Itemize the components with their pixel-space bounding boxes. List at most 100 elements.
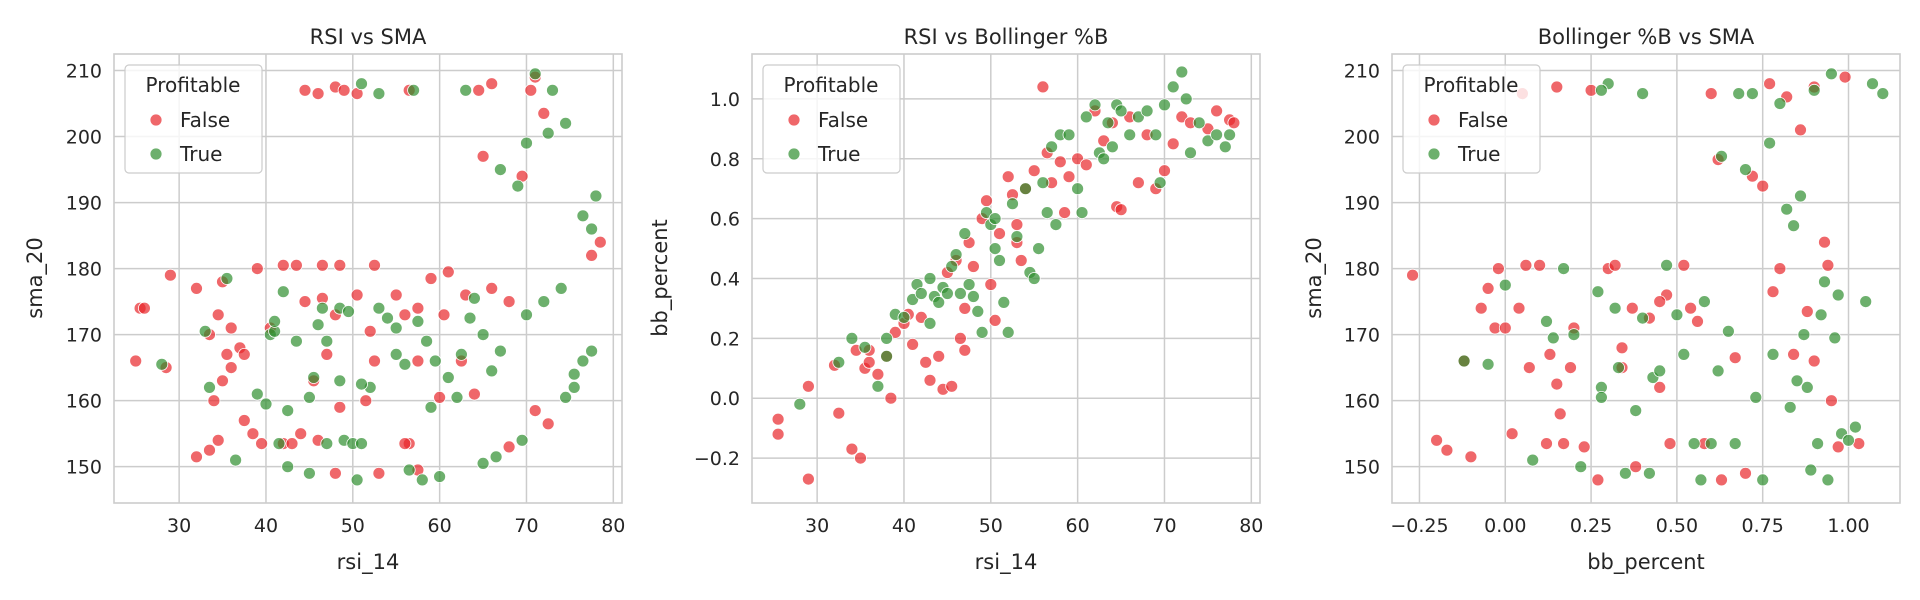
point-true — [1849, 420, 1862, 434]
point-true — [467, 291, 481, 305]
point-true — [1790, 374, 1804, 388]
point-false — [250, 262, 264, 276]
point-false — [1519, 258, 1533, 272]
point-true — [433, 470, 447, 484]
point-false — [854, 451, 867, 465]
point-true — [1027, 272, 1041, 285]
point-false — [958, 343, 972, 357]
point-true — [1811, 437, 1824, 451]
legend-label-false: False — [818, 108, 868, 132]
point-true — [520, 308, 533, 322]
point-true — [1218, 140, 1232, 154]
x-tick-label: 0.50 — [1656, 515, 1698, 537]
point-false — [1550, 377, 1564, 391]
point-false — [1591, 473, 1605, 487]
point-true — [1636, 311, 1649, 325]
point-false — [1629, 460, 1643, 474]
y-axis-title: sma_20 — [23, 237, 48, 319]
point-true — [1704, 437, 1718, 451]
point-true — [1153, 176, 1167, 190]
point-false — [1062, 170, 1076, 184]
point-true — [997, 295, 1011, 309]
x-tick-label: 0.75 — [1742, 515, 1784, 537]
point-true — [389, 347, 403, 361]
y-tick-label: 190 — [66, 193, 102, 215]
point-true — [1040, 206, 1054, 220]
y-tick-label: −0.2 — [694, 448, 740, 470]
point-false — [1838, 70, 1852, 84]
point-false — [980, 194, 993, 208]
point-true — [1876, 87, 1890, 100]
point-true — [567, 380, 581, 394]
point-true — [450, 390, 464, 404]
point-false — [1773, 262, 1787, 276]
point-true — [945, 260, 959, 273]
point-true — [411, 314, 425, 328]
point-false — [328, 466, 342, 480]
x-ticks: −0.25 0.00 0.25 0.50 0.75 1.00 — [1390, 515, 1869, 537]
point-true — [1179, 92, 1193, 106]
x-tick-label: 80 — [1239, 515, 1263, 537]
point-false — [1543, 347, 1557, 361]
point-true — [1106, 140, 1119, 154]
point-true — [372, 87, 386, 100]
point-true — [1158, 98, 1171, 112]
point-true — [350, 473, 364, 487]
point-false — [771, 412, 785, 426]
point-true — [1608, 301, 1622, 315]
point-false — [541, 417, 555, 431]
point-true — [1010, 230, 1024, 244]
point-false — [411, 301, 425, 315]
point-false — [211, 433, 225, 447]
point-true — [155, 357, 169, 371]
point-true — [407, 83, 421, 97]
point-false — [1577, 440, 1591, 454]
point-false — [203, 443, 216, 457]
legend-marker-true — [787, 147, 801, 161]
point-false — [1474, 301, 1488, 315]
y-tick-label: 160 — [1344, 391, 1380, 413]
point-false — [1079, 158, 1093, 172]
point-false — [237, 414, 251, 427]
y-ticks: 150 160 170 180 190 200 210 — [66, 61, 102, 479]
point-true — [1097, 152, 1111, 166]
point-true — [220, 272, 234, 285]
legend-label-true: True — [1457, 142, 1500, 166]
point-false — [350, 288, 364, 302]
point-true — [914, 287, 928, 300]
x-ticks: 30 40 50 60 70 80 — [805, 515, 1263, 537]
x-tick-label: 60 — [1066, 515, 1090, 537]
legend-label-false: False — [1458, 108, 1508, 132]
point-true — [949, 248, 963, 262]
point-true — [1794, 189, 1807, 203]
point-false — [537, 107, 551, 120]
point-false — [1036, 80, 1050, 94]
point-true — [1032, 242, 1045, 256]
point-false — [424, 272, 438, 285]
point-true — [1036, 176, 1050, 190]
point-true — [1210, 128, 1223, 142]
point-false — [294, 427, 308, 441]
points — [129, 67, 607, 487]
point-false — [593, 235, 607, 249]
point-true — [489, 450, 503, 464]
legend: Profitable False True — [1402, 64, 1541, 174]
point-false — [1794, 123, 1807, 137]
point-true — [585, 222, 598, 236]
point-true — [1612, 361, 1625, 375]
point-true — [302, 390, 316, 404]
point-true — [259, 397, 273, 411]
point-false — [1807, 354, 1821, 368]
point-false — [1564, 361, 1577, 375]
x-tick-label: 60 — [428, 515, 452, 537]
point-true — [459, 83, 473, 97]
x-tick-label: 0.00 — [1484, 515, 1526, 537]
y-tick-label: 170 — [1344, 325, 1380, 347]
x-tick-label: 40 — [254, 515, 278, 537]
point-false — [163, 268, 177, 282]
point-false — [1058, 206, 1071, 220]
point-true — [281, 460, 295, 474]
point-true — [1828, 331, 1842, 345]
y-tick-label: 170 — [66, 325, 102, 347]
